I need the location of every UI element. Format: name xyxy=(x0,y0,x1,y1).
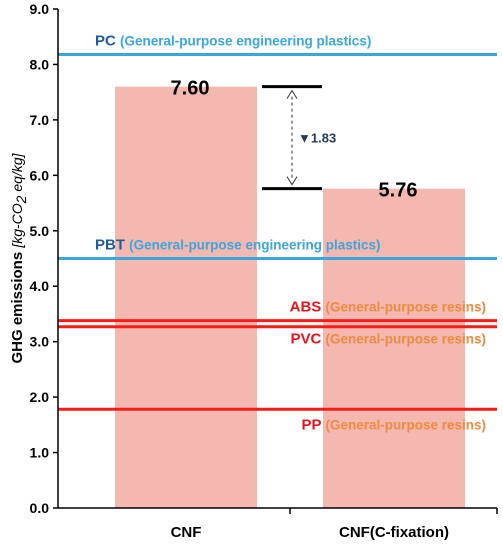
reference-name: PVC xyxy=(290,331,325,348)
y-axis-unit-subscript: 2 xyxy=(13,195,29,204)
x-category-label: CNF(C-fixation) xyxy=(339,524,449,541)
bar-0 xyxy=(115,86,257,508)
y-tick-label: 4.0 xyxy=(30,278,50,294)
y-tick-label: 9.0 xyxy=(30,1,50,17)
reference-description: (General-purpose engineering plastics) xyxy=(129,238,380,253)
bar-value-label: 7.60 xyxy=(171,78,210,100)
reference-description: (General-purpose resins) xyxy=(325,300,486,315)
y-tick-label: 5.0 xyxy=(30,223,50,239)
y-tick-label: 8.0 xyxy=(30,56,50,72)
reference-label-pbt: PBT (General-purpose engineering plastic… xyxy=(95,237,380,254)
arrow-up-icon xyxy=(286,89,298,99)
bar-1 xyxy=(323,188,465,508)
y-tick-label: 6.0 xyxy=(30,167,50,183)
y-tick-label: 1.0 xyxy=(30,445,50,461)
difference-label: ▼1.83 xyxy=(298,131,336,146)
y-axis-title: GHG emissions [kg-CO2 eq/kg] xyxy=(9,152,29,363)
y-axis-unit: [kg-CO xyxy=(9,203,25,248)
reference-description: (General-purpose resins) xyxy=(325,332,486,347)
reference-name: PP xyxy=(302,416,326,433)
y-axis-unit-suffix: eq/kg] xyxy=(9,152,25,195)
reference-label-pc: PC (General-purpose engineering plastics… xyxy=(95,32,371,49)
reference-description: (General-purpose engineering plastics) xyxy=(120,33,371,48)
y-tick-label: 3.0 xyxy=(30,334,50,350)
bar-value-label: 5.76 xyxy=(379,180,418,202)
reference-name: PC xyxy=(95,32,120,49)
y-tick-label: 7.0 xyxy=(30,112,50,128)
reference-label-abs: ABS (General-purpose resins) xyxy=(290,299,486,316)
reference-label-pp: PP (General-purpose resins) xyxy=(302,416,486,433)
x-category-label: CNF xyxy=(171,524,202,541)
reference-name: PBT xyxy=(95,237,129,254)
y-axis-title-main: GHG emissions xyxy=(9,248,26,364)
y-tick-label: 0.0 xyxy=(30,500,50,516)
arrow-down-icon xyxy=(286,176,298,186)
y-tick-label: 2.0 xyxy=(30,389,50,405)
reference-name: ABS xyxy=(290,299,326,316)
reference-description: (General-purpose resins) xyxy=(325,417,486,432)
reference-label-pvc: PVC (General-purpose resins) xyxy=(290,331,486,348)
